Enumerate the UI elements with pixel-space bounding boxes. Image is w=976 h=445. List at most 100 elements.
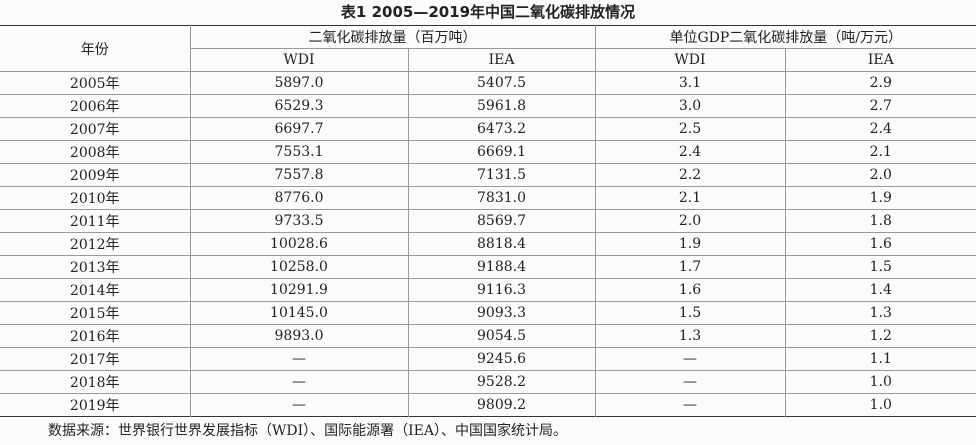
table-row: 2009年 7557.8 7131.5 2.2 2.0 <box>0 163 976 187</box>
table-row: 2007年 6697.7 6473.2 2.5 2.4 <box>0 117 976 141</box>
value-cell: 1.5 <box>784 255 976 279</box>
table-row: 2016年 9893.0 9054.5 1.3 1.2 <box>0 324 976 348</box>
header-cell: 年份 <box>0 25 191 72</box>
value-cell: 10145.0 <box>189 301 409 325</box>
value-cell: 7553.1 <box>189 140 409 164</box>
value-cell: 1.3 <box>594 324 786 348</box>
value-cell: — <box>594 370 786 394</box>
value-cell: 9093.3 <box>407 301 596 325</box>
value-cell: 7557.8 <box>189 163 409 187</box>
value-cell: 10291.9 <box>189 278 409 302</box>
year-cell: 2015年 <box>0 301 191 325</box>
value-cell: 6697.7 <box>189 117 409 141</box>
value-cell: 2.0 <box>784 163 976 187</box>
value-cell: — <box>189 393 409 417</box>
year-cell: 2005年 <box>0 71 191 95</box>
value-cell: 1.4 <box>784 278 976 302</box>
value-cell: 9893.0 <box>189 324 409 348</box>
value-cell: 5961.8 <box>407 94 596 118</box>
value-cell: 9528.2 <box>407 370 596 394</box>
value-cell: 10258.0 <box>189 255 409 279</box>
value-cell: 1.8 <box>784 209 976 233</box>
value-cell: 1.3 <box>784 301 976 325</box>
value-cell: 1.5 <box>594 301 786 325</box>
year-cell: 2009年 <box>0 163 191 187</box>
year-cell: 2012年 <box>0 232 191 256</box>
table-title: 表1 2005—2019年中国二氧化碳排放情况 <box>340 3 636 21</box>
table-row: 2010年 8776.0 7831.0 2.1 1.9 <box>0 186 976 210</box>
table-row: 2006年 6529.3 5961.8 3.0 2.7 <box>0 94 976 118</box>
year-cell: 2016年 <box>0 324 191 348</box>
value-cell: 9054.5 <box>407 324 596 348</box>
value-cell: — <box>189 347 409 371</box>
value-cell: 1.1 <box>784 347 976 371</box>
year-cell: 2013年 <box>0 255 191 279</box>
value-cell: 6529.3 <box>189 94 409 118</box>
value-cell: 1.6 <box>784 232 976 256</box>
table-row: 2005年 5897.0 5407.5 3.1 2.9 <box>0 71 976 95</box>
value-cell: 2.7 <box>784 94 976 118</box>
year-cell: 2006年 <box>0 94 191 118</box>
year-cell: 2011年 <box>0 209 191 233</box>
header-cell: WDI <box>594 48 786 72</box>
value-cell: 3.1 <box>594 71 786 95</box>
value-cell: 2.0 <box>594 209 786 233</box>
table-row: 2017年 —9245.6—1.1 <box>0 347 976 371</box>
value-cell: 8569.7 <box>407 209 596 233</box>
value-cell: 9116.3 <box>407 278 596 302</box>
header-cell: IEA <box>784 48 976 72</box>
value-cell: — <box>189 370 409 394</box>
value-cell: 9188.4 <box>407 255 596 279</box>
table-row: 2019年 —9809.2—1.0 <box>0 393 976 417</box>
table-row: 2014年 10291.9 9116.3 1.6 1.4 <box>0 278 976 302</box>
header-cell: IEA <box>407 48 596 72</box>
year-cell: 2010年 <box>0 186 191 210</box>
table-row: 2013年 10258.0 9188.4 1.7 1.5 <box>0 255 976 279</box>
value-cell: 1.0 <box>784 393 976 417</box>
value-cell: 8818.4 <box>407 232 596 256</box>
value-cell: — <box>594 393 786 417</box>
value-cell: 1.6 <box>594 278 786 302</box>
value-cell: 7831.0 <box>407 186 596 210</box>
value-cell: 9809.2 <box>407 393 596 417</box>
source-note: 数据来源：世界银行世界发展指标（WDI）、国际能源署（IEA）、中国国家统计局。 <box>48 423 568 439</box>
value-cell: 8776.0 <box>189 186 409 210</box>
value-cell: 2.2 <box>594 163 786 187</box>
header-cell: 二氧化碳排放量（百万吨） <box>189 25 596 49</box>
value-cell: 9245.6 <box>407 347 596 371</box>
table-row: 2015年 10145.0 9093.3 1.5 1.3 <box>0 301 976 325</box>
value-cell: 6473.2 <box>407 117 596 141</box>
value-cell: 1.0 <box>784 370 976 394</box>
table-row: 2012年 10028.6 8818.4 1.9 1.6 <box>0 232 976 256</box>
year-cell: 2014年 <box>0 278 191 302</box>
year-cell: 2008年 <box>0 140 191 164</box>
header-cell: 单位GDP二氧化碳排放量（吨/万元） <box>594 25 976 49</box>
year-cell: 2019年 <box>0 393 191 417</box>
value-cell: 2.9 <box>784 71 976 95</box>
header-cell: WDI <box>190 48 409 72</box>
header-row: 年份 二氧化碳排放量（百万吨） 单位GDP二氧化碳排放量（吨/万元） <box>0 25 976 72</box>
value-cell: 5897.0 <box>189 71 409 95</box>
value-cell: — <box>594 347 786 371</box>
value-cell: 9733.5 <box>189 209 409 233</box>
value-cell: 6669.1 <box>407 140 596 164</box>
year-cell: 2018年 <box>0 370 191 394</box>
value-cell: 1.9 <box>594 232 786 256</box>
value-cell: 1.2 <box>784 324 976 348</box>
value-cell: 2.1 <box>784 140 976 164</box>
value-cell: 5407.5 <box>407 71 596 95</box>
value-cell: 2.5 <box>594 117 786 141</box>
value-cell: 2.4 <box>594 140 786 164</box>
table-body: 2005年 5897.0 5407.5 3.1 2.9 2006年 6529.3 5961.8… <box>0 71 976 417</box>
value-cell: 2.1 <box>594 186 786 210</box>
value-cell: 1.7 <box>594 255 786 279</box>
value-cell: 10028.6 <box>189 232 409 256</box>
value-cell: 2.4 <box>784 117 976 141</box>
value-cell: 1.9 <box>784 186 976 210</box>
table-row: 2011年 9733.5 8569.7 2.0 1.8 <box>0 209 976 233</box>
table-row: 2008年 7553.1 6669.1 2.4 2.1 <box>0 140 976 164</box>
value-cell: 7131.5 <box>407 163 596 187</box>
value-cell: 3.0 <box>594 94 786 118</box>
table-row: 2018年 —9528.2—1.0 <box>0 370 976 394</box>
